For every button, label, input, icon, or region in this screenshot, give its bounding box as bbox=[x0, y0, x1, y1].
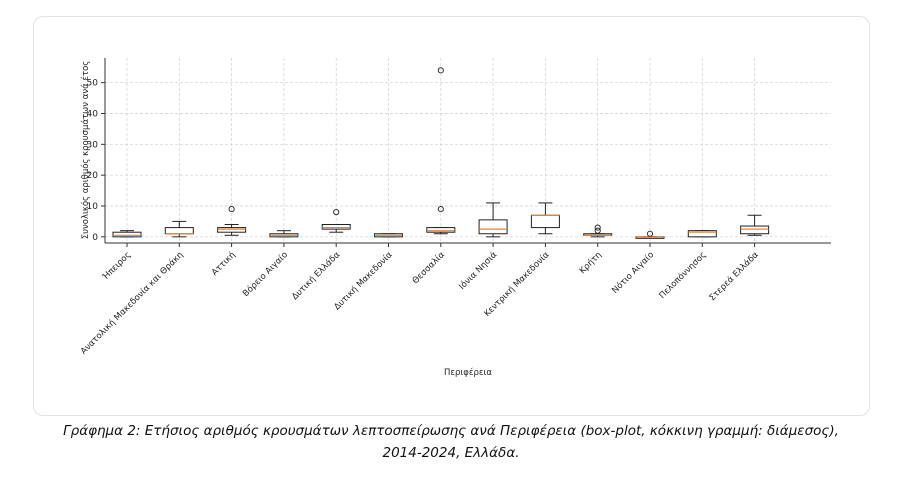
x-tick-label: Στερεά Ελλάδα bbox=[708, 250, 761, 303]
y-axis-label: Συνολικός αριθμός κρουσμάτων ανά έτος bbox=[80, 61, 91, 240]
iqr-box bbox=[164, 227, 194, 235]
x-tick-label: Ανατολική Μακεδονία και Θράκη bbox=[79, 250, 186, 357]
x-tick-label: Νότιο Αιγαίο bbox=[610, 249, 657, 296]
box-2 bbox=[217, 206, 247, 236]
x-tick-label: Ήπειρος bbox=[99, 249, 133, 283]
box-8 bbox=[530, 202, 560, 235]
iqr-box bbox=[530, 214, 560, 229]
outlier-point bbox=[594, 224, 601, 231]
x-tick-label: Πελοπόννησος bbox=[657, 249, 709, 301]
box-7 bbox=[478, 202, 508, 238]
box-11 bbox=[687, 230, 717, 238]
box-5 bbox=[374, 233, 403, 238]
box-9 bbox=[583, 224, 613, 238]
y-tick-label: 30 bbox=[87, 140, 99, 150]
x-tick-label: Αττική bbox=[210, 250, 238, 278]
figure-caption: Γράφημα 2: Ετήσιος αριθμός κρουσμάτων λε… bbox=[63, 423, 839, 461]
axis-layer bbox=[104, 58, 831, 244]
grid-layer bbox=[105, 58, 831, 243]
box-12 bbox=[740, 214, 770, 236]
box-10 bbox=[635, 230, 665, 239]
x-tick-label: Βόρειο Αιγαίο bbox=[240, 249, 290, 299]
box-4 bbox=[321, 209, 351, 233]
outlier-point bbox=[646, 230, 654, 237]
outlier-point bbox=[594, 227, 601, 234]
iqr-box bbox=[687, 230, 717, 238]
iqr-box bbox=[217, 227, 247, 233]
iqr-box bbox=[112, 231, 142, 238]
iqr-box bbox=[478, 219, 508, 235]
box-1 bbox=[164, 220, 194, 238]
y-tick-label: 20 bbox=[87, 171, 99, 181]
box-6 bbox=[426, 67, 456, 235]
outlier-point bbox=[437, 67, 444, 74]
iqr-box bbox=[426, 227, 456, 233]
box-3 bbox=[269, 230, 299, 238]
iqr-box bbox=[740, 225, 770, 235]
x-tick-label: Δυτική Μακεδονία bbox=[332, 250, 395, 313]
box-layer bbox=[112, 67, 770, 239]
y-tick-layer: 0 10 20 30 40 50 bbox=[87, 79, 105, 243]
iqr-box bbox=[321, 224, 351, 230]
outlier-point bbox=[228, 206, 235, 213]
x-axis-label: Περιφέρεια bbox=[444, 367, 492, 378]
outlier-point bbox=[333, 209, 340, 216]
x-tick-label: Δυτική Ελλάδα bbox=[290, 250, 342, 302]
x-tick-label: Ιόνια Νησιά bbox=[457, 249, 500, 292]
y-tick-label: 40 bbox=[87, 110, 99, 120]
x-tick-label: Θεσσαλία bbox=[411, 250, 447, 286]
outlier-point bbox=[437, 206, 444, 213]
y-tick-label: 50 bbox=[87, 79, 99, 89]
y-tick-label: 0 bbox=[92, 233, 98, 243]
x-tick-label: Κρήτη bbox=[578, 250, 604, 276]
box-0 bbox=[112, 230, 142, 238]
y-tick-label: 10 bbox=[87, 202, 99, 212]
